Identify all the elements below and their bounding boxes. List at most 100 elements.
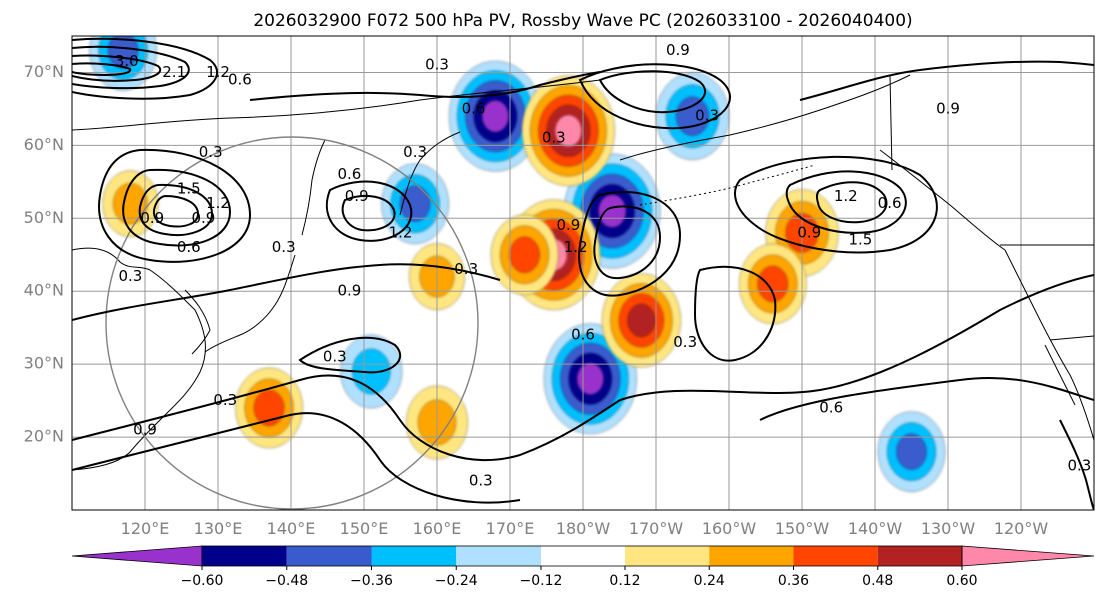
longitude-labels: 120°E 130°E 140°E 150°E 160°E 170°E 180°W 170°W… <box>121 519 1049 538</box>
coastline-north-america-west <box>1004 249 1094 441</box>
contour-label: 0.9 <box>345 187 369 205</box>
anomaly-blob <box>521 75 615 187</box>
contour-label: 1.2 <box>564 238 588 256</box>
contour-east-3 <box>1059 419 1094 510</box>
anomaly-level <box>757 265 788 302</box>
contour-cyclone-nw-4 <box>72 62 132 77</box>
anomaly-blob <box>235 367 303 449</box>
coastline-alaska-panhandle <box>879 149 1006 251</box>
contour-label: 0.6 <box>878 194 902 212</box>
contour-bering-2 <box>598 70 707 114</box>
colorbar-tick-label: −0.36 <box>350 573 393 589</box>
lon-tick-label: 120°W <box>994 519 1049 538</box>
lon-tick-label: 170°W <box>629 519 684 538</box>
contour-label: 1.5 <box>177 180 201 198</box>
colorbar-tick-label: −0.60 <box>181 573 224 589</box>
anomaly-level <box>627 303 656 337</box>
lon-tick-label: 130°E <box>194 519 243 538</box>
contour-label: 1.2 <box>834 187 858 205</box>
contour-label: 0.9 <box>140 209 164 227</box>
colorbar-segment <box>456 546 541 566</box>
anomaly-level <box>509 236 540 273</box>
contour-label: 0.6 <box>177 238 201 256</box>
anomaly-level <box>253 389 285 426</box>
coastline-japan <box>204 254 296 353</box>
contour-label: 0.9 <box>797 223 821 241</box>
contour-cyclone-nw-2 <box>72 45 190 90</box>
coastline-baja <box>1044 344 1076 406</box>
lat-tick-label: 60°N <box>24 135 64 154</box>
colorbar-ticks: −0.60 −0.48 −0.36 −0.24 −0.12 0.12 0.24 0.36 0.4… <box>181 566 978 589</box>
contour-midlat-2 <box>298 336 402 374</box>
anomaly-blob <box>738 243 807 325</box>
contour-trough-central-2 <box>593 205 662 280</box>
contour-label: 0.6 <box>571 325 595 343</box>
coastline-kamchatka <box>399 131 461 216</box>
contour-okhotsk-1 <box>325 180 413 242</box>
pv-contours <box>72 37 1094 510</box>
contour-label: 0.9 <box>133 420 157 438</box>
map-frame <box>71 35 1095 511</box>
latitude-labels: 20°N 30°N 40°N 50°N 60°N 70°N <box>24 62 64 446</box>
lon-tick-label: 160°E <box>413 519 462 538</box>
lon-tick-label: 140°E <box>267 519 316 538</box>
contour-gulf-alaska-3 <box>815 181 888 224</box>
lat-tick-label: 50°N <box>24 208 64 227</box>
anomaly-level <box>598 194 627 228</box>
contour-label: 0.3 <box>118 267 142 285</box>
contour-label: 2.1 <box>162 63 186 81</box>
colorbar-tick-label: −0.12 <box>520 573 563 589</box>
colorbar-tick-label: 0.36 <box>778 573 809 589</box>
contour-label: 0.9 <box>556 216 580 234</box>
contour-label: 1.2 <box>206 63 230 81</box>
coastlines <box>72 74 1094 471</box>
colorbar-segment <box>202 546 287 566</box>
lon-tick-label: 180°W <box>556 519 611 538</box>
contour-label: 1.5 <box>848 231 872 249</box>
colorbar-segment <box>371 546 457 566</box>
anomaly-level <box>676 96 709 136</box>
contour-label: 0.9 <box>191 209 215 227</box>
anomaly-blob <box>877 411 946 492</box>
contour-label: 0.3 <box>1067 457 1091 475</box>
anomaly-level <box>576 362 604 395</box>
colorbar-tick-label: 0.24 <box>694 573 725 589</box>
contour-subtropical-1 <box>72 274 1094 462</box>
contour-cyclone-nw-1 <box>72 37 219 100</box>
colorbar-segment <box>709 546 794 566</box>
anomaly-blob <box>490 214 559 296</box>
colorbar-extend-low <box>71 545 203 567</box>
contour-subtropical-2 <box>72 412 521 504</box>
anomaly-blob <box>655 72 730 160</box>
coastline-alaska <box>619 74 911 161</box>
colorbar-tick-label: 0.12 <box>609 573 640 589</box>
colorbar-tick-label: 0.48 <box>862 573 893 589</box>
colorbar <box>71 545 1095 567</box>
contour-label: 0.3 <box>425 56 449 74</box>
lon-tick-label: 160°W <box>702 519 757 538</box>
contour-label: 0.6 <box>228 70 252 88</box>
contour-label: 0.6 <box>819 398 843 416</box>
contour-label: 3.0 <box>115 52 139 70</box>
contour-label: 0.9 <box>666 41 690 59</box>
contour-label: 0.3 <box>403 143 427 161</box>
contour-label: 0.9 <box>936 99 960 117</box>
contour-north-east <box>799 60 1094 101</box>
coastline-asia-east <box>72 247 206 471</box>
lon-tick-label: 150°E <box>340 519 389 538</box>
lon-tick-label: 140°W <box>848 519 903 538</box>
contour-asia-low-3 <box>138 183 214 236</box>
colorbar-extend-high <box>961 545 1095 567</box>
contour-label: 0.3 <box>272 238 296 256</box>
lat-tick-label: 20°N <box>24 427 64 446</box>
anomaly-level <box>554 114 582 147</box>
contour-asia-low-2 <box>122 168 232 247</box>
contour-label: 1.2 <box>206 194 230 212</box>
contour-labels: 3.02.1 1.20.60.30.60.90.30.60.91.20.30.31… <box>115 41 1092 489</box>
contour-bering-1 <box>578 63 731 130</box>
contour-midlat-1 <box>72 263 501 321</box>
contour-asia-low-4 <box>152 194 200 228</box>
coastline-korea <box>184 289 211 355</box>
lat-tick-label: 70°N <box>24 62 64 81</box>
